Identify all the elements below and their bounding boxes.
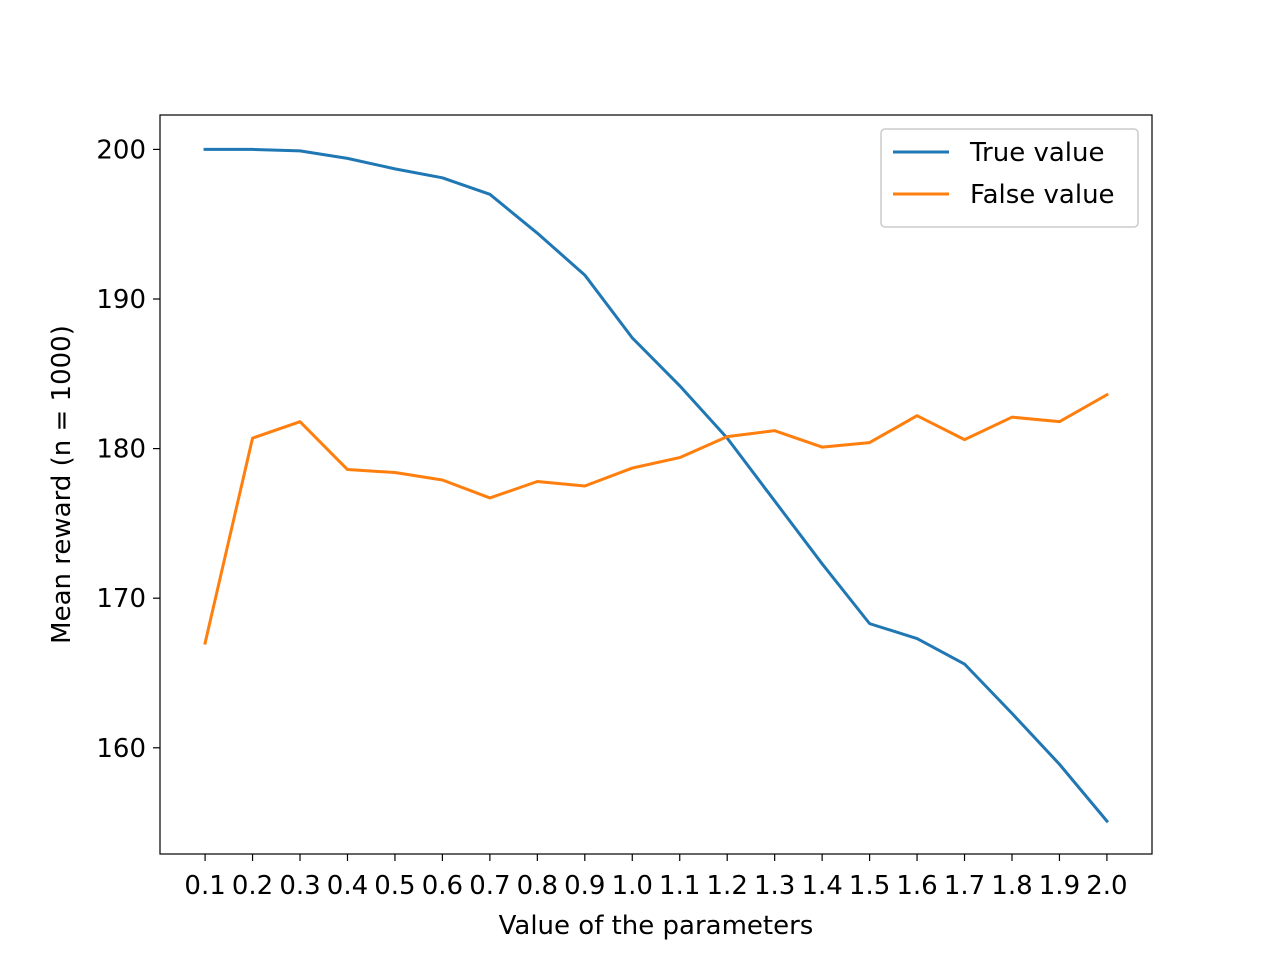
- x-tick-label: 1.8: [991, 871, 1032, 901]
- x-tick-label: 1.3: [754, 871, 795, 901]
- x-tick-label: 0.8: [517, 871, 558, 901]
- legend-label-1: False value: [970, 180, 1115, 210]
- x-tick-label: 1.9: [1039, 871, 1080, 901]
- x-tick-label: 1.2: [707, 871, 748, 901]
- x-tick-label: 1.7: [944, 871, 985, 901]
- y-axis-ticks: 160 170 180 190 200: [96, 135, 160, 764]
- x-tick-label: 0.5: [374, 871, 415, 901]
- x-tick-label: 0.9: [564, 871, 605, 901]
- series-layer: [203, 147, 1110, 824]
- x-tick-label: 1.1: [659, 871, 700, 901]
- y-tick-label: 180: [96, 435, 146, 465]
- y-tick-label: 160: [96, 734, 146, 764]
- x-tick-label: 0.4: [327, 871, 368, 901]
- series-line-1: [203, 392, 1109, 645]
- series-line-0: [203, 147, 1110, 824]
- x-tick-label: 0.3: [279, 871, 320, 901]
- x-tick-label: 1.0: [612, 871, 653, 901]
- y-tick-label: 190: [96, 285, 146, 315]
- x-tick-label: 1.5: [849, 871, 890, 901]
- x-tick-label: 1.4: [801, 871, 842, 901]
- x-tick-label: 1.6: [896, 871, 937, 901]
- y-axis-label: Mean reward (n = 1000): [47, 325, 77, 644]
- x-axis-label: Value of the parameters: [499, 911, 814, 941]
- y-tick-label: 200: [96, 135, 146, 165]
- legend-label-0: True value: [969, 138, 1105, 168]
- x-tick-label: 0.6: [422, 871, 463, 901]
- x-axis-ticks: 0.1 0.2 0.3 0.4 0.5 0.6 0.7 0.8 0.9 1.0 1.1 1.2 1.3 1…: [184, 854, 1128, 901]
- axes-frame: [159, 114, 1153, 855]
- legend: True value False value: [880, 128, 1139, 228]
- x-tick-label: 0.2: [232, 871, 273, 901]
- x-tick-label: 0.7: [469, 871, 510, 901]
- x-tick-label: 0.1: [184, 871, 225, 901]
- x-tick-label: 2.0: [1086, 871, 1127, 901]
- y-tick-label: 170: [96, 584, 146, 614]
